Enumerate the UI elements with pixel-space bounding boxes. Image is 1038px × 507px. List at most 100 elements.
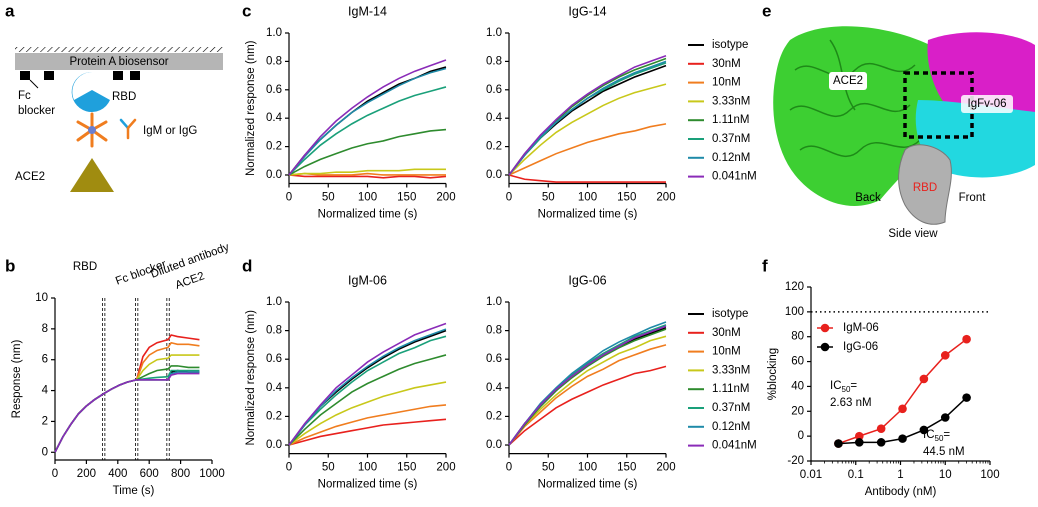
x-tick-label: 0	[506, 462, 512, 474]
fc-label: Fc	[18, 90, 31, 102]
rbd-label: RBD	[112, 91, 136, 103]
x-tick-label: 0.01	[800, 469, 822, 481]
legend-label: 30nM	[712, 327, 741, 339]
pointer	[29, 79, 39, 89]
legend-label: 0.12nM	[712, 152, 750, 164]
y-tick-label: 0.6	[266, 84, 282, 96]
data-line	[54, 371, 200, 453]
rbd-ribbon	[898, 144, 952, 225]
x-tick-label: 0	[286, 462, 292, 474]
panel-label: b	[5, 256, 15, 275]
igm-icon	[76, 112, 108, 148]
y-tick-label: 1.0	[486, 296, 502, 308]
sensor-bar	[15, 53, 223, 70]
y-tick-label: 0.8	[486, 325, 502, 337]
data-line	[54, 354, 200, 453]
data-point	[898, 404, 907, 414]
legend-label: isotype	[712, 39, 748, 51]
panel-label: d	[242, 256, 252, 275]
view-label: Side view	[888, 228, 938, 240]
fc-blocker	[20, 71, 30, 80]
panel-label: c	[242, 1, 251, 20]
x-tick-label: 150	[617, 462, 636, 474]
x-axis-label: Normalized time (s)	[318, 209, 418, 221]
y-axis-label: Normalized response (nm)	[245, 310, 257, 446]
antibody-label: IgM or IgG	[143, 125, 197, 137]
ic50-eq: =	[850, 380, 857, 392]
front-label: Front	[959, 192, 987, 204]
data-point	[876, 424, 886, 433]
x-tick-label: 0.1	[848, 469, 864, 481]
data-line	[288, 328, 447, 446]
ace2-label: ACE2	[15, 171, 45, 183]
legend-label: isotype	[712, 308, 748, 320]
y-tick-label: 10	[35, 292, 48, 304]
x-tick-label: 150	[617, 192, 636, 204]
data-line	[508, 174, 666, 183]
y-tick-label: 0	[798, 430, 804, 442]
y-tick-label: -20	[787, 455, 804, 467]
data-line	[508, 325, 667, 446]
data-line	[508, 60, 667, 176]
y-tick-label: 0.2	[486, 141, 502, 153]
ic50-label: IC50=	[830, 380, 857, 394]
fc-blocker	[113, 71, 123, 80]
x-tick-label: 100	[358, 192, 377, 204]
data-point	[876, 438, 886, 447]
ic50-text: IC	[923, 429, 935, 441]
legend-label: 0.37nM	[712, 402, 750, 414]
legend-label: IgG-06	[843, 341, 878, 353]
x-tick-label: 50	[322, 462, 335, 474]
y-tick-label: 0.6	[486, 353, 502, 365]
data-line	[288, 418, 447, 446]
data-line	[288, 335, 447, 446]
y-tick-label: 0.4	[486, 382, 503, 394]
x-tick-label: 0	[506, 192, 512, 204]
y-tick-label: 1.0	[266, 296, 282, 308]
label-bg	[829, 72, 867, 90]
ic50-label: IC50=	[923, 429, 950, 443]
y-axis-label: %blocking	[767, 348, 779, 400]
data-point	[919, 374, 929, 384]
x-tick-label: 100	[980, 469, 999, 481]
rbd-label: RBD	[913, 182, 937, 194]
legend-label: 0.041nM	[712, 440, 757, 452]
y-tick-label: 120	[785, 281, 804, 293]
legend-label: 1.11nM	[712, 114, 750, 126]
legend-label: 0.041nM	[712, 171, 757, 183]
data-line	[508, 321, 667, 446]
rbd-shape	[71, 71, 110, 112]
y-tick-label: 1.0	[266, 27, 282, 39]
hatch	[15, 47, 223, 52]
data-line	[288, 59, 447, 176]
y-tick-label: 8	[42, 323, 48, 335]
data-line	[508, 326, 667, 446]
y-tick-label: 0.2	[266, 410, 282, 422]
phase-label: RBD	[73, 261, 97, 273]
back-label: Back	[855, 192, 881, 204]
data-point	[854, 431, 864, 441]
y-tick-label: 1.0	[486, 27, 502, 39]
y-tick-label: 20	[791, 405, 804, 417]
y-tick-label: 2	[42, 415, 48, 427]
y-tick-label: 60	[791, 356, 804, 368]
x-tick-label: 100	[578, 192, 597, 204]
data-line	[288, 128, 447, 176]
chart-title: IgM-14	[348, 4, 387, 18]
x-tick-label: 800	[171, 468, 190, 480]
panel-label: f	[762, 256, 768, 275]
igg-icon	[119, 118, 137, 140]
y-tick-label: 0.0	[486, 169, 502, 181]
data-line	[508, 123, 667, 176]
data-line	[288, 86, 447, 176]
y-tick-label: 0.8	[266, 325, 282, 337]
y-tick-label: 0.2	[266, 141, 282, 153]
assay-diagram: Protein A biosensor Fc blocker RBD IgM o…	[15, 47, 223, 192]
data-line	[288, 66, 447, 176]
ic50-eq: =	[943, 429, 950, 441]
x-tick-label: 0	[286, 192, 292, 204]
data-point	[919, 425, 929, 435]
data-line	[288, 381, 447, 446]
chart-title: IgM-06	[348, 273, 387, 287]
